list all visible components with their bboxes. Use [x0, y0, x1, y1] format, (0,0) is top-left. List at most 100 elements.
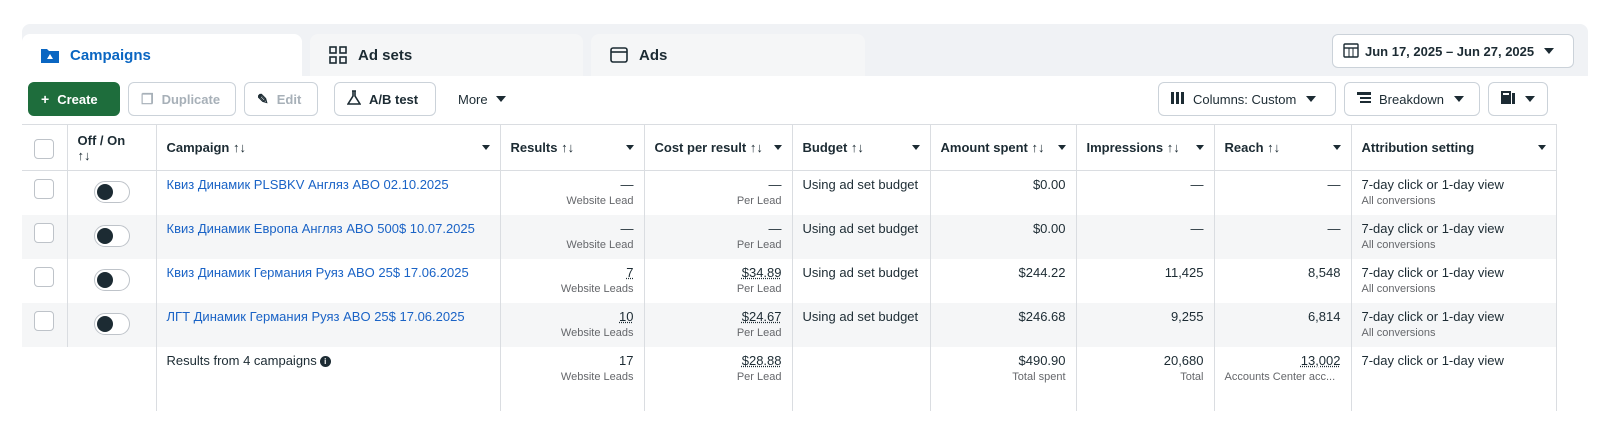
tab-ads-label: Ads — [639, 46, 668, 64]
cost-cell: — Per Lead — [644, 214, 793, 259]
cost-value[interactable]: $34.89 — [741, 264, 782, 280]
impressions-value: — — [1190, 220, 1204, 236]
campaign-toggle[interactable] — [93, 268, 130, 291]
tab-ads[interactable]: Ads — [591, 34, 865, 76]
column-header-budget[interactable]: Budget ↑↓ — [792, 124, 931, 171]
folder-icon — [40, 46, 60, 64]
column-header-attribution[interactable]: Attribution setting — [1351, 124, 1557, 171]
attribution-value: 7-day click or 1-day view — [1361, 177, 1504, 192]
sort-icon: ↑↓ — [1031, 140, 1045, 155]
table-row[interactable]: Квиз Динамик Европа Англяз ABO 500$ 10.0… — [22, 214, 1557, 259]
table-row[interactable]: ЛГТ Динамик Германия Руяз ABO 25$ 17.06.… — [22, 302, 1557, 347]
campaign-name-link[interactable]: Квиз Динамик Германия Руяз ABO 25$ 17.06… — [166, 264, 469, 280]
reach-value: — — [1327, 220, 1341, 236]
row-checkbox[interactable] — [34, 222, 55, 243]
reach-value: — — [1327, 177, 1341, 192]
campaign-name-link[interactable]: Квиз Динамик Европа Англяз ABO 500$ 10.0… — [166, 220, 475, 236]
reach-value: 6,814 — [1307, 308, 1341, 324]
breakdown-button[interactable]: Breakdown — [1344, 82, 1480, 116]
spent-cell: $0.00 — [930, 170, 1077, 215]
table-row[interactable]: Квиз Динамик Германия Руяз ABO 25$ 17.06… — [22, 258, 1557, 303]
reports-icon — [1501, 90, 1515, 108]
create-button[interactable]: + Create — [28, 82, 120, 116]
column-header-results[interactable]: Results ↑↓ — [500, 124, 645, 171]
duplicate-button[interactable]: ❐ Duplicate — [128, 82, 236, 116]
off-on-label: Off / On — [77, 132, 126, 148]
chevron-down-icon — [1195, 145, 1204, 150]
row-checkbox[interactable] — [34, 310, 55, 331]
cost-value[interactable]: $24.67 — [741, 308, 782, 324]
column-header-impressions[interactable]: Impressions ↑↓ — [1076, 124, 1215, 171]
chevron-down-icon — [1525, 96, 1535, 102]
reach-header-label: Reach — [1224, 140, 1264, 155]
campaign-name-link[interactable]: Квиз Динамик PLSBKV Англяз ABO 02.10.202… — [166, 177, 449, 192]
budget-value: Using ad set budget — [802, 264, 919, 280]
more-button[interactable]: More — [446, 82, 522, 116]
results-cell: — Website Lead — [500, 170, 645, 215]
chevron-down-icon — [1544, 48, 1555, 54]
column-header-campaign[interactable]: Campaign ↑↓ — [156, 124, 501, 171]
campaign-cell: ЛГТ Динамик Германия Руяз ABO 25$ 17.06.… — [156, 302, 501, 347]
ab-test-button[interactable]: A/B test — [334, 82, 436, 116]
impressions-cell: — — [1076, 214, 1215, 259]
calendar-icon — [1343, 42, 1359, 61]
toggle-knob — [96, 227, 113, 244]
row-checkbox[interactable] — [34, 266, 55, 287]
summary-spent-cell: $490.90 Total spent — [930, 346, 1077, 411]
column-header-off-on[interactable]: Off / On ↑↓ — [67, 124, 157, 171]
tab-campaigns[interactable]: Campaigns — [22, 34, 302, 76]
grid-icon — [328, 46, 348, 64]
campaign-name-link[interactable]: ЛГТ Динамик Германия Руяз ABO 25$ 17.06.… — [166, 308, 465, 324]
row-select-cell — [22, 214, 68, 259]
toolbar: + Create ❐ Duplicate ✎ Edit A/B test Mor… — [22, 76, 1588, 124]
columns-icon — [1171, 91, 1185, 107]
row-select-cell — [22, 302, 68, 347]
columns-button[interactable]: Columns: Custom — [1158, 82, 1336, 116]
more-label: More — [458, 91, 488, 107]
campaign-toggle[interactable] — [93, 224, 130, 247]
chevron-down-icon — [1057, 145, 1066, 150]
results-value[interactable]: 7 — [626, 264, 634, 280]
toggle-cell — [67, 302, 157, 347]
toggle-cell — [67, 258, 157, 303]
attribution-value: 7-day click or 1-day view — [1361, 308, 1504, 324]
edit-button[interactable]: ✎ Edit — [244, 82, 318, 116]
summary-impressions-cell: 20,680 Total — [1076, 346, 1215, 411]
column-header-amount-spent[interactable]: Amount spent ↑↓ — [930, 124, 1077, 171]
chevron-down-icon — [773, 145, 782, 150]
attribution-value: 7-day click or 1-day view — [1361, 264, 1504, 280]
summary-row: Results from 4 campaigns i 17 Website Lead… — [22, 346, 1557, 411]
summary-results: 17 — [619, 352, 634, 368]
summary-cost-cell: $28.88 Per Lead — [644, 346, 793, 411]
column-header-cost-per-result[interactable]: Cost per result ↑↓ — [644, 124, 793, 171]
results-header-label: Results — [510, 140, 558, 155]
duplicate-label: Duplicate — [161, 91, 221, 107]
chevron-down-icon — [495, 96, 506, 102]
table-row[interactable]: Квиз Динамик PLSBKV Англяз ABO 02.10.202… — [22, 170, 1557, 215]
summary-reach-cell: 13,002 Accounts Center acc... — [1214, 346, 1352, 411]
column-header-reach[interactable]: Reach ↑↓ — [1214, 124, 1352, 171]
sort-icon: ↑↓ — [232, 140, 246, 155]
tab-ad-sets[interactable]: Ad sets — [310, 34, 583, 76]
results-value[interactable]: 10 — [619, 308, 634, 324]
cost-cell: $24.67 Per Lead — [644, 302, 793, 347]
cost-sub: Per Lead — [736, 326, 782, 339]
select-all-checkbox[interactable] — [34, 138, 55, 159]
reach-cell: 8,548 — [1214, 258, 1352, 303]
campaign-toggle[interactable] — [93, 312, 130, 335]
reports-button[interactable] — [1488, 82, 1548, 116]
campaign-toggle[interactable] — [93, 181, 130, 203]
results-cell: 7 Website Leads — [500, 258, 645, 303]
date-range-picker[interactable]: Jun 17, 2025 – Jun 27, 2025 — [1332, 34, 1574, 68]
impressions-cell: — — [1076, 170, 1215, 215]
summary-reach[interactable]: 13,002 — [1300, 352, 1341, 368]
toggle-cell — [67, 170, 157, 215]
chevron-down-icon — [911, 145, 920, 150]
summary-cost[interactable]: $28.88 — [741, 352, 782, 368]
attribution-cell: 7-day click or 1-day view All conversions — [1351, 258, 1557, 303]
info-icon[interactable]: i — [319, 355, 331, 367]
spent-value: $0.00 — [1032, 220, 1066, 236]
cost-cell: — Per Lead — [644, 170, 793, 215]
spent-cell: $244.22 — [930, 258, 1077, 303]
row-checkbox[interactable] — [34, 179, 55, 199]
